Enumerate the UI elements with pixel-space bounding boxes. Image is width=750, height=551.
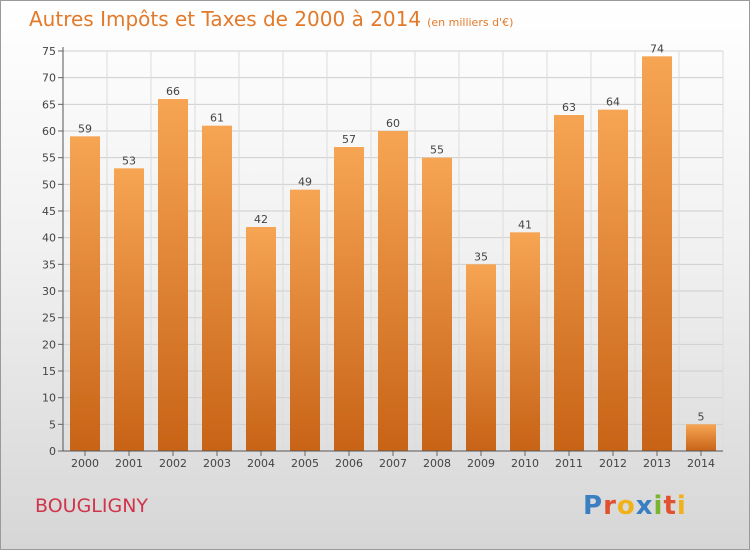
- y-tick-label: 50: [42, 178, 56, 191]
- town-name: BOUGLIGNY: [35, 495, 149, 517]
- x-tick-label: 2002: [159, 457, 187, 470]
- data-label-2002: 66: [166, 85, 180, 98]
- bar-2006: [334, 147, 364, 451]
- x-tick-label: 2006: [335, 457, 363, 470]
- data-label-2011: 63: [562, 101, 576, 114]
- data-label-2010: 41: [518, 218, 532, 231]
- x-tick-label: 2000: [71, 457, 99, 470]
- y-tick-label: 25: [42, 312, 56, 325]
- data-label-2008: 55: [430, 144, 444, 157]
- logo-letter: x: [635, 491, 654, 521]
- axes: 0 5 10 15 20 25 30 35 40 45 50 55 60 65 70 75 2000 2001 20…: [42, 45, 723, 470]
- y-tick-label: 5: [49, 418, 56, 431]
- chart-title: Autres Impôts et Taxes de 2000 à 2014 (en…: [29, 7, 513, 31]
- x-tick-label: 2009: [467, 457, 495, 470]
- y-tick-label: 0: [49, 445, 56, 458]
- bars: [70, 56, 716, 452]
- bar-2011: [554, 115, 584, 451]
- x-tick-label: 2004: [247, 457, 275, 470]
- bar-2007: [378, 131, 408, 451]
- logo-letter: o: [616, 491, 636, 521]
- bar-2001: [114, 168, 144, 452]
- y-tick-label: 55: [42, 152, 56, 165]
- y-tick-label: 10: [42, 392, 56, 405]
- bar-2012: [598, 109, 628, 452]
- x-tick-label: 2010: [511, 457, 539, 470]
- data-label-2003: 61: [210, 112, 224, 125]
- title-text: Autres Impôts et Taxes de 2000 à 2014: [29, 7, 422, 31]
- bar-2008: [422, 157, 452, 451]
- bar-2014: [686, 424, 716, 451]
- data-label-2009: 35: [474, 250, 488, 263]
- data-label-2001: 53: [122, 154, 136, 167]
- y-tick-label: 35: [42, 258, 56, 271]
- y-tick-label: 40: [42, 232, 56, 245]
- x-tick-label: 2008: [423, 457, 451, 470]
- logo-letter: i: [676, 491, 687, 521]
- y-tick-label: 45: [42, 205, 56, 218]
- data-label-2007: 60: [386, 117, 400, 130]
- data-labels: 59 53 66 61 42 49 57 60 55 35 41 63 64 74 5: [78, 42, 705, 423]
- logo-letter: i: [653, 491, 664, 521]
- logo-letter: r: [603, 491, 617, 521]
- unit-label: (en milliers d'€): [427, 16, 514, 29]
- logo-letter: P: [583, 491, 604, 521]
- bar-2005: [290, 189, 320, 451]
- logo-letter: t: [663, 491, 677, 521]
- proxiti-logo: Proxiti: [583, 491, 687, 521]
- data-label-2004: 42: [254, 213, 268, 226]
- y-tick-label: 70: [42, 72, 56, 85]
- bar-2010: [510, 232, 540, 451]
- y-tick-label: 30: [42, 285, 56, 298]
- data-label-2006: 57: [342, 133, 356, 146]
- x-tick-label: 2011: [555, 457, 583, 470]
- data-label-2013: 74: [650, 42, 664, 55]
- bar-2002: [158, 99, 188, 451]
- x-tick-label: 2012: [599, 457, 627, 470]
- x-tick-label: 2001: [115, 457, 143, 470]
- x-tick-label: 2007: [379, 457, 407, 470]
- y-tick-label: 60: [42, 125, 56, 138]
- data-label-2005: 49: [298, 176, 312, 189]
- data-label-2012: 64: [606, 96, 620, 109]
- x-tick-label: 2005: [291, 457, 319, 470]
- bar-2013: [642, 56, 672, 451]
- y-tick-label: 20: [42, 338, 56, 351]
- y-tick-label: 75: [42, 45, 56, 58]
- data-label-2000: 59: [78, 122, 92, 135]
- data-label-2014: 5: [698, 410, 705, 423]
- x-tick-label: 2014: [687, 457, 715, 470]
- y-tick-label: 65: [42, 98, 56, 111]
- bar-2009: [466, 264, 496, 451]
- y-tick-label: 15: [42, 365, 56, 378]
- bar-2003: [202, 125, 232, 452]
- x-tick-label: 2003: [203, 457, 231, 470]
- bar-2000: [70, 136, 100, 452]
- bar-2004: [246, 227, 276, 451]
- x-tick-label: 2013: [643, 457, 671, 470]
